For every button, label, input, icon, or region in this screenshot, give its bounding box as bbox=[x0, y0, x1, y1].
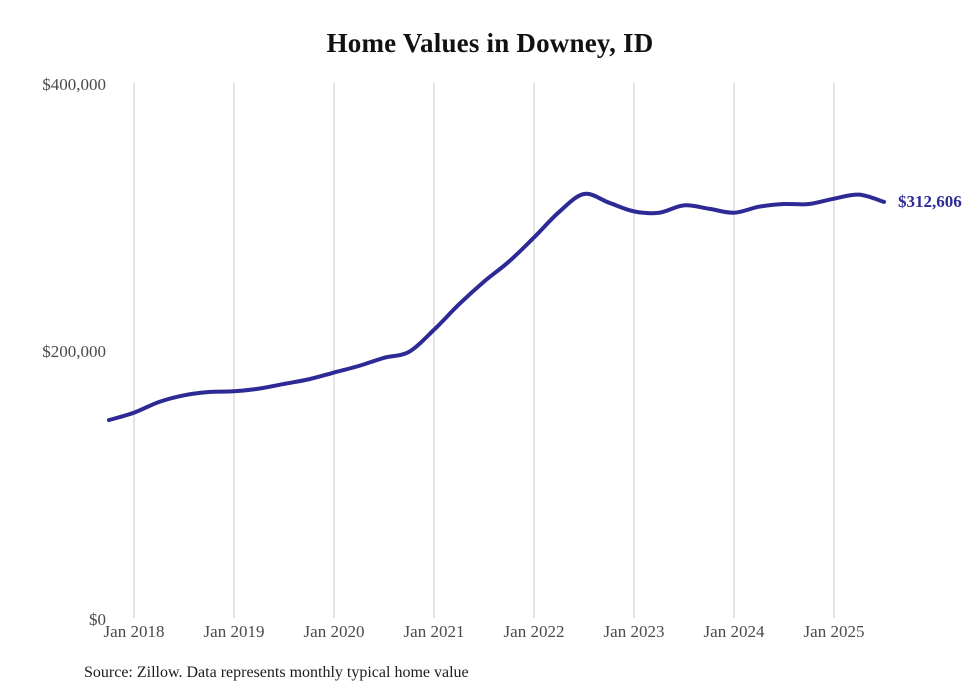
y-axis-tick-0: $0 bbox=[89, 610, 106, 629]
series-line-typical-home-value bbox=[107, 191, 886, 423]
x-axis-tick-jan-2018: Jan 2018 bbox=[103, 622, 165, 641]
x-axis-tick-jan-2025: Jan 2025 bbox=[803, 622, 865, 641]
x-axis-tick-jan-2021: Jan 2021 bbox=[403, 622, 465, 641]
x-axis-tick-jan-2019: Jan 2019 bbox=[203, 622, 265, 641]
source-note: Source: Zillow. Data represents monthly … bbox=[84, 664, 469, 681]
gridlines-group bbox=[133, 83, 835, 618]
y-axis-tick-400000: $400,000 bbox=[42, 75, 106, 94]
x-axis-tick-jan-2020: Jan 2020 bbox=[303, 622, 365, 641]
chart-title: Home Values in Downey, ID bbox=[326, 28, 654, 58]
x-axis-tick-jan-2023: Jan 2023 bbox=[603, 622, 665, 641]
y-axis-tick-200000: $200,000 bbox=[42, 342, 106, 361]
x-axis-tick-jan-2022: Jan 2022 bbox=[503, 622, 565, 641]
x-axis-tick-jan-2024: Jan 2024 bbox=[703, 622, 765, 641]
end-value-annotation: $312,606 bbox=[898, 191, 962, 211]
